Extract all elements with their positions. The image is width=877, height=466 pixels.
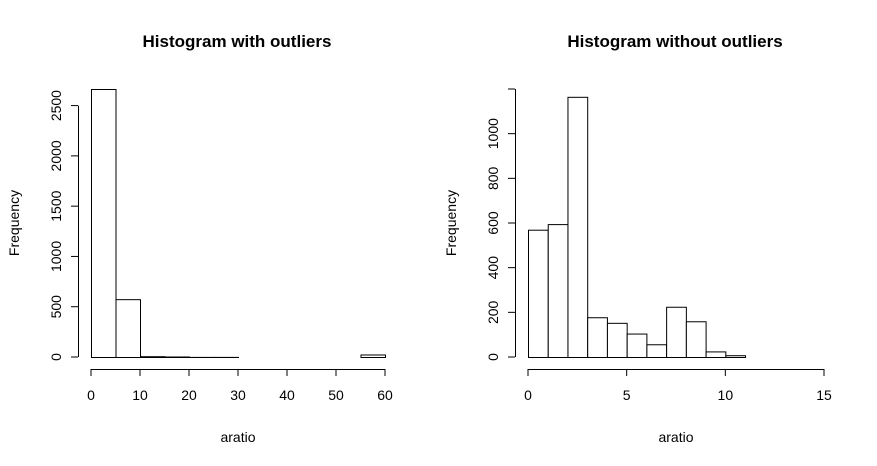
y-axis-label: Frequency	[443, 190, 459, 256]
chart-title: Histogram without outliers	[567, 32, 782, 51]
histogram-bar	[725, 355, 747, 359]
y-tick-label: 600	[485, 211, 501, 235]
y-tick-label: 0	[485, 353, 501, 361]
y-axis-label: Frequency	[6, 190, 22, 256]
chart-title: Histogram with outliers	[143, 32, 332, 51]
histogram-bar	[528, 229, 549, 358]
histogram-bar	[360, 354, 386, 359]
y-tick-label: 1000	[485, 118, 501, 149]
y-axis: 0 500 1000 1500 2000 2500	[48, 90, 79, 361]
y-tick-label: 200	[485, 300, 501, 324]
x-tick-label: 5	[623, 387, 631, 403]
histogram-bar	[606, 322, 628, 358]
bars	[91, 89, 386, 359]
x-tick-label: 10	[132, 387, 148, 403]
x-axis-label: aratio	[658, 429, 693, 445]
x-tick-label: 15	[816, 387, 832, 403]
y-tick-label: 1500	[48, 190, 64, 221]
y-tick-label: 0	[48, 353, 64, 361]
histogram-bar	[685, 321, 707, 358]
x-tick-label: 10	[718, 387, 734, 403]
histogram-bar	[164, 356, 190, 359]
y-tick-label: 2500	[48, 90, 64, 121]
y-tick-label: 1000	[48, 241, 64, 272]
x-tick-label: 0	[524, 387, 532, 403]
histogram-bar	[587, 317, 608, 359]
histogram-with-outliers-panel: Histogram with outliers aratio Frequency…	[6, 32, 393, 445]
x-tick-label: 50	[328, 387, 344, 403]
histogram-bar	[626, 333, 648, 358]
y-tick-label: 2000	[48, 140, 64, 171]
histogram-bar	[91, 89, 117, 358]
x-tick-label: 40	[279, 387, 295, 403]
x-tick-label: 20	[181, 387, 197, 403]
histogram-bar	[666, 306, 687, 358]
x-axis: 0 10 20 30 40 50 60	[87, 369, 393, 403]
histogram-bar	[646, 344, 668, 358]
x-axis: 0 5 10 15	[524, 369, 832, 403]
histogram-without-outliers-panel: Histogram without outliers aratio Freque…	[443, 32, 832, 445]
y-tick-label: 500	[48, 295, 64, 319]
histogram-bar	[547, 224, 569, 358]
x-tick-label: 30	[230, 387, 246, 403]
x-tick-label: 0	[87, 387, 95, 403]
y-tick-label: 800	[485, 166, 501, 190]
y-axis: 0 200 400 600 800 1000	[485, 88, 516, 361]
x-tick-label: 60	[377, 387, 393, 403]
bars	[528, 96, 747, 359]
histogram-bar	[705, 351, 727, 358]
x-axis-label: aratio	[220, 429, 255, 445]
histogram-bar	[140, 356, 166, 358]
histogram-bar	[567, 96, 589, 358]
histogram-bar	[115, 299, 141, 358]
y-tick-label: 400	[485, 256, 501, 280]
